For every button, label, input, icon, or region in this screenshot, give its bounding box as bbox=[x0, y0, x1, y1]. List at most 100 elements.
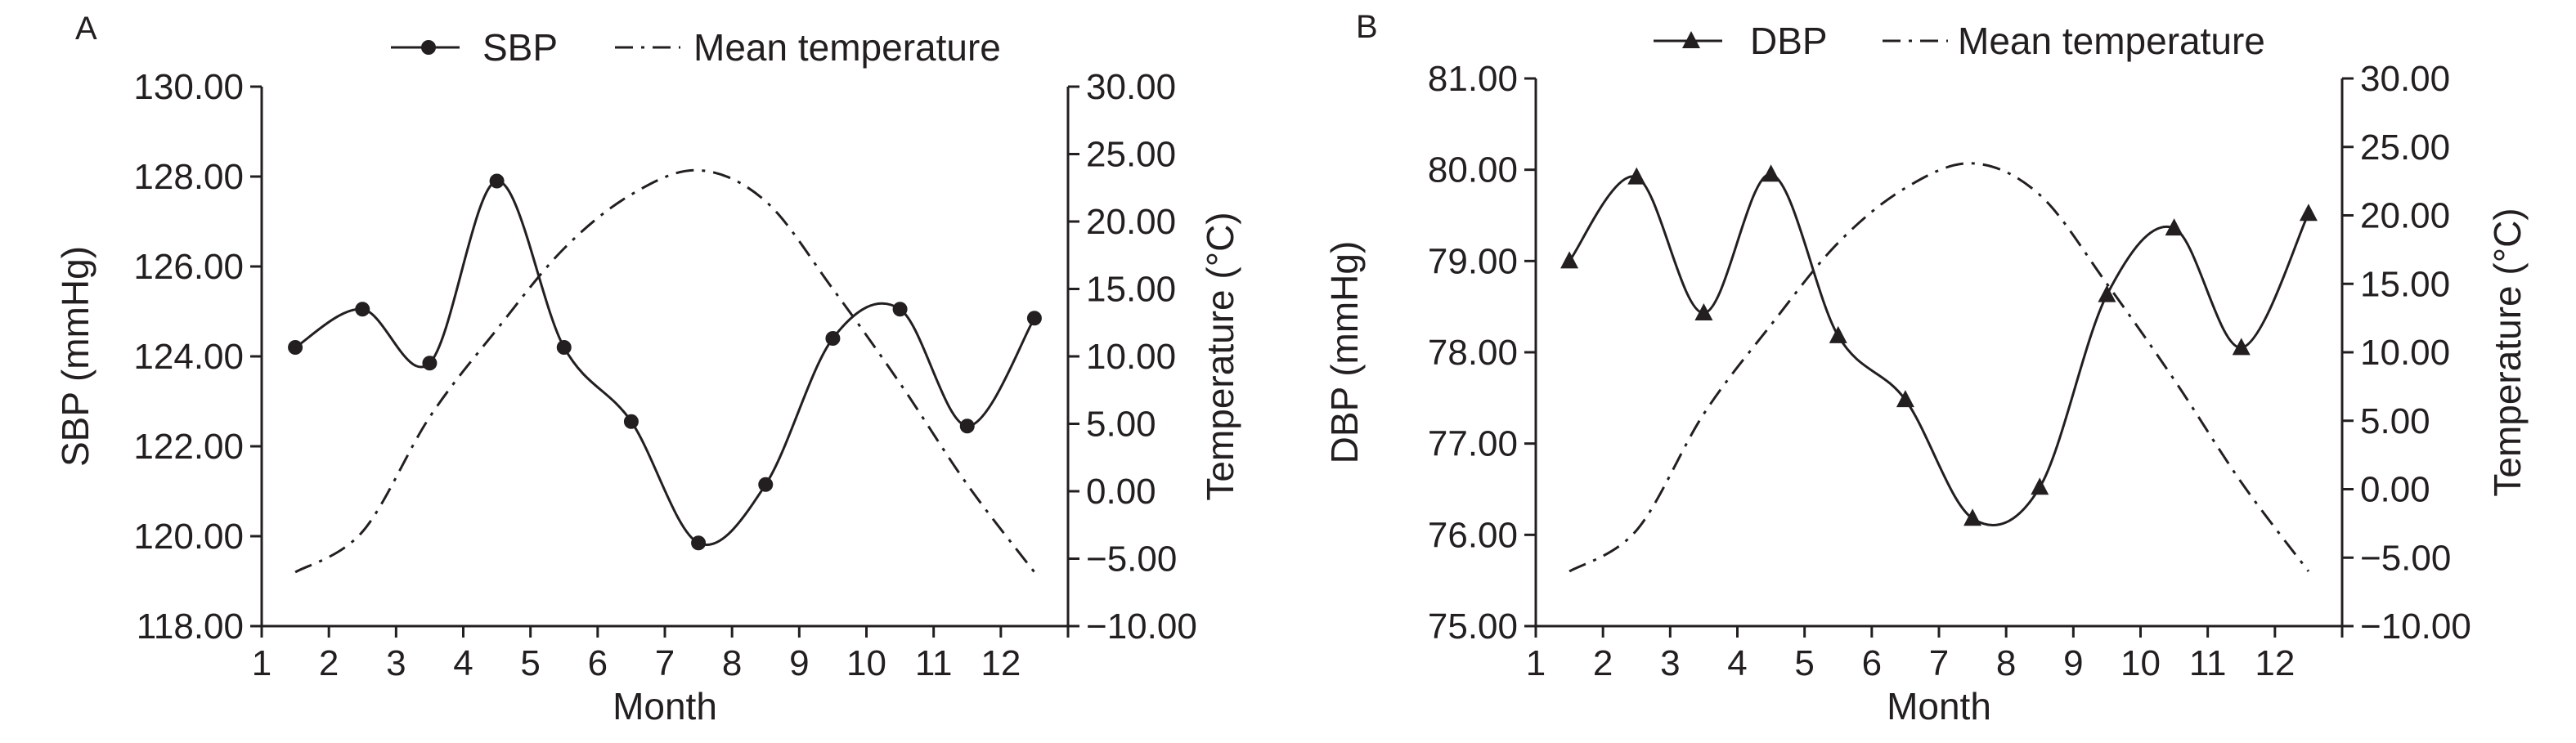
y-tick-label-right: 20.00 bbox=[2360, 196, 2450, 236]
sbp-point bbox=[556, 340, 572, 355]
panel-label: B bbox=[1356, 9, 1378, 45]
sbp-point bbox=[422, 356, 438, 371]
dbp-point bbox=[1560, 251, 1579, 269]
panel-label: A bbox=[75, 11, 97, 47]
y-tick-label-right: 15.00 bbox=[1086, 270, 1176, 310]
sbp-point bbox=[959, 418, 975, 434]
y-tick-label-right: 10.00 bbox=[1086, 337, 1176, 377]
y-tick-label-left: 118.00 bbox=[137, 606, 244, 647]
y-tick-label-right: 10.00 bbox=[2360, 333, 2450, 373]
y-axis-title-right: Temperature (°C) bbox=[1199, 212, 1241, 500]
y-tick-label-right: 5.00 bbox=[2360, 401, 2430, 441]
x-tick-label: 3 bbox=[1660, 643, 1680, 683]
sbp-point bbox=[691, 535, 707, 551]
dbp-point bbox=[1963, 508, 1982, 526]
y-tick-label-right: −5.00 bbox=[2360, 538, 2451, 578]
x-tick-label: 10 bbox=[846, 643, 886, 683]
x-tick-label: 7 bbox=[1929, 643, 1949, 683]
sbp-point bbox=[1026, 311, 1042, 326]
dbp-point bbox=[1694, 302, 1713, 320]
x-axis-title: Month bbox=[613, 685, 717, 727]
x-tick-label: 10 bbox=[2120, 643, 2161, 683]
x-tick-label: 2 bbox=[319, 643, 339, 683]
x-tick-label: 9 bbox=[2063, 643, 2083, 683]
y-tick-label-left: 130.00 bbox=[133, 67, 244, 107]
sbp-point bbox=[758, 477, 774, 492]
temperature-line bbox=[1568, 162, 2310, 573]
y-tick-label-left: 78.00 bbox=[1428, 333, 1518, 373]
y-tick-label-right: −10.00 bbox=[1086, 606, 1197, 647]
legend-label-temperature: Mean temperature bbox=[1958, 20, 2265, 62]
x-tick-label: 1 bbox=[1526, 643, 1546, 683]
legend-label-pressure: DBP bbox=[1750, 20, 1828, 62]
y-tick-label-left: 120.00 bbox=[133, 517, 244, 557]
x-tick-label: 4 bbox=[453, 643, 473, 683]
x-tick-label: 2 bbox=[1593, 643, 1613, 683]
x-tick-label: 9 bbox=[789, 643, 809, 683]
y-tick-label-right: 15.00 bbox=[2360, 264, 2450, 304]
dbp-line bbox=[1568, 172, 2310, 526]
x-tick-label: 5 bbox=[1794, 643, 1814, 683]
sbp-point bbox=[288, 340, 303, 355]
y-tick-label-left: 79.00 bbox=[1428, 241, 1518, 281]
x-axis-title: Month bbox=[1887, 685, 1991, 727]
y-tick-label-left: 128.00 bbox=[133, 157, 244, 197]
y-tick-label-right: 30.00 bbox=[2360, 59, 2450, 99]
legend-label-temperature: Mean temperature bbox=[693, 26, 1001, 69]
legend-label-pressure: SBP bbox=[482, 26, 558, 69]
y-axis-title-left: SBP (mmHg) bbox=[54, 246, 96, 467]
y-tick-label-right: 20.00 bbox=[1086, 202, 1176, 242]
sbp-line bbox=[294, 180, 1036, 546]
legend-marker-circle bbox=[421, 40, 436, 55]
y-tick-label-right: 0.00 bbox=[2360, 470, 2430, 510]
sbp-point bbox=[489, 173, 505, 189]
sbp-point bbox=[355, 302, 370, 317]
sbp-point bbox=[623, 414, 639, 429]
y-tick-label-right: −5.00 bbox=[1086, 539, 1177, 580]
x-tick-label: 6 bbox=[588, 643, 608, 683]
y-tick-label-right: 0.00 bbox=[1086, 472, 1156, 512]
x-tick-label: 8 bbox=[1996, 643, 2016, 683]
dbp-point bbox=[2299, 204, 2318, 222]
y-axis-title-left: DBP (mmHg) bbox=[1323, 241, 1366, 464]
dbp-point bbox=[2165, 218, 2183, 236]
x-tick-label: 1 bbox=[252, 643, 272, 683]
dbp-point bbox=[2232, 338, 2251, 356]
x-tick-label: 12 bbox=[2255, 643, 2295, 683]
y-tick-label-right: 5.00 bbox=[1086, 405, 1156, 445]
y-tick-label-left: 81.00 bbox=[1428, 59, 1518, 99]
y-tick-label-left: 126.00 bbox=[133, 247, 244, 287]
x-tick-label: 5 bbox=[520, 643, 540, 683]
x-tick-label: 11 bbox=[2189, 643, 2227, 683]
dbp-point bbox=[1761, 164, 1780, 182]
dbp-point bbox=[2031, 477, 2049, 495]
y-tick-label-left: 75.00 bbox=[1428, 606, 1518, 647]
x-tick-label: 7 bbox=[655, 643, 675, 683]
x-tick-label: 11 bbox=[915, 643, 953, 683]
x-tick-label: 12 bbox=[981, 643, 1021, 683]
sbp-point bbox=[892, 302, 908, 317]
chart-panel-a: A118.00120.00122.00124.00126.00128.00130… bbox=[54, 11, 1241, 727]
y-tick-label-right: −10.00 bbox=[2360, 606, 2471, 647]
y-tick-label-left: 80.00 bbox=[1428, 150, 1518, 190]
y-tick-label-right: 25.00 bbox=[2360, 128, 2450, 168]
x-tick-label: 8 bbox=[722, 643, 742, 683]
y-tick-label-right: 30.00 bbox=[1086, 67, 1176, 107]
dbp-point bbox=[1627, 167, 1646, 185]
y-tick-label-left: 122.00 bbox=[133, 427, 244, 467]
y-axis-title-right: Temperature (°C) bbox=[2486, 208, 2529, 496]
chart-panel-b: B75.0076.0077.0078.0079.0080.0081.00−10.… bbox=[1323, 9, 2529, 727]
x-tick-label: 4 bbox=[1727, 643, 1747, 683]
y-tick-label-left: 124.00 bbox=[133, 337, 244, 377]
dbp-point bbox=[1829, 325, 1847, 343]
y-tick-label-left: 76.00 bbox=[1428, 515, 1518, 555]
dbp-point bbox=[1896, 390, 1914, 408]
y-tick-label-right: 25.00 bbox=[1086, 135, 1176, 175]
x-tick-label: 3 bbox=[386, 643, 406, 683]
dbp-point bbox=[2098, 284, 2116, 302]
x-tick-label: 6 bbox=[1862, 643, 1882, 683]
temperature-line bbox=[294, 168, 1036, 574]
y-tick-label-left: 77.00 bbox=[1428, 424, 1518, 464]
legend-marker-triangle bbox=[1682, 31, 1700, 48]
